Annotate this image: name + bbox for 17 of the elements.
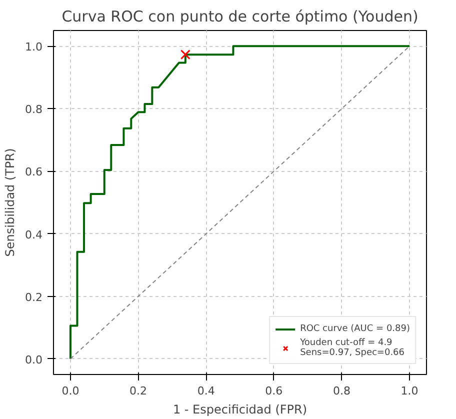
x-tick-label: 0.8 [332,384,350,398]
y-axis-title: Sensibilidad (TPR) [3,148,18,257]
y-tick-label: 0.6 [25,166,43,179]
y-tick-label: 0.4 [25,228,43,242]
x-tick-label: 0.4 [197,384,215,398]
legend-label: ROC curve (AUC = 0.89) [300,323,410,335]
y-tick-label: 1.0 [25,40,43,54]
x-axis-title: 1 - Especificidad (FPR) [172,402,308,416]
y-tick-label: 0.2 [25,290,43,304]
x-tick-label: 0.6 [265,384,283,398]
legend-label: Youden cut-off = 4.9 Sens=0.97, Spec=0.66 [300,338,405,358]
x-tick-label: 0.2 [130,384,148,398]
x-tick-label: 1.0 [400,384,418,398]
chart-title: Curva ROC con punto de corte óptimo (Youden) [62,8,418,26]
y-tick-label: 0.0 [25,353,43,366]
x-tick-label: 0.0 [62,384,80,398]
y-tick-label: 0.8 [25,103,43,116]
